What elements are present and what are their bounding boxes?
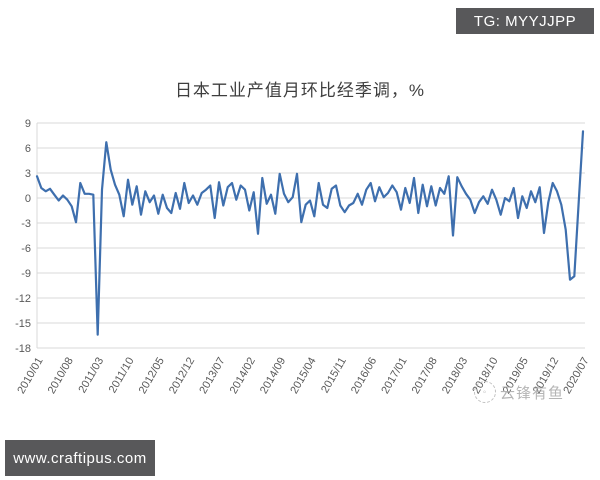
x-tick-label: 2020/07	[561, 356, 591, 396]
x-tick-label: 2011/10	[107, 356, 137, 396]
x-tick-label: 2010/08	[46, 356, 76, 396]
x-tick-label: 2016/06	[349, 356, 379, 396]
telegram-badge-label: TG: MYYJJPP	[473, 12, 577, 30]
y-tick-label: -9	[21, 268, 31, 280]
x-tick-label: 2017/01	[379, 356, 409, 396]
x-tick-label: 2017/08	[410, 356, 440, 396]
y-tick-label: -6	[21, 243, 31, 255]
watermark-logo-icon: ◦	[474, 381, 496, 403]
y-tick-label: -3	[21, 218, 31, 230]
y-tick-label: 3	[25, 168, 31, 180]
y-tick-label: -12	[15, 293, 31, 305]
x-tick-label: 2018/03	[440, 356, 470, 396]
y-tick-label: 0	[25, 193, 31, 205]
data-line-series	[35, 130, 585, 336]
x-tick-label: 2012/05	[137, 356, 167, 396]
x-tick-label: 2011/03	[76, 356, 106, 396]
x-tick-label: 2010/01	[15, 356, 45, 396]
y-tick-label: -15	[15, 318, 31, 330]
site-url-badge: www.craftipus.com	[5, 440, 155, 476]
watermark: ◦ 云锋有鱼	[474, 381, 564, 403]
x-tick-label: 2015/11	[319, 356, 349, 396]
x-tick-label: 2012/12	[167, 356, 197, 396]
watermark-text: 云锋有鱼	[500, 384, 565, 402]
telegram-badge: TG: MYYJJPP	[456, 8, 594, 34]
y-tick-label: -18	[15, 343, 31, 355]
x-tick-label: 2013/07	[197, 356, 227, 396]
chart-title: 日本工业产值月环比经季调，%	[174, 81, 426, 100]
x-tick-label: 2014/02	[228, 356, 258, 396]
site-url-label: www.craftipus.com	[13, 449, 147, 467]
y-tick-label: 6	[25, 143, 31, 155]
x-tick-label: 2014/09	[258, 356, 288, 396]
x-tick-label: 2015/04	[288, 356, 318, 396]
y-tick-label: 9	[25, 118, 31, 130]
